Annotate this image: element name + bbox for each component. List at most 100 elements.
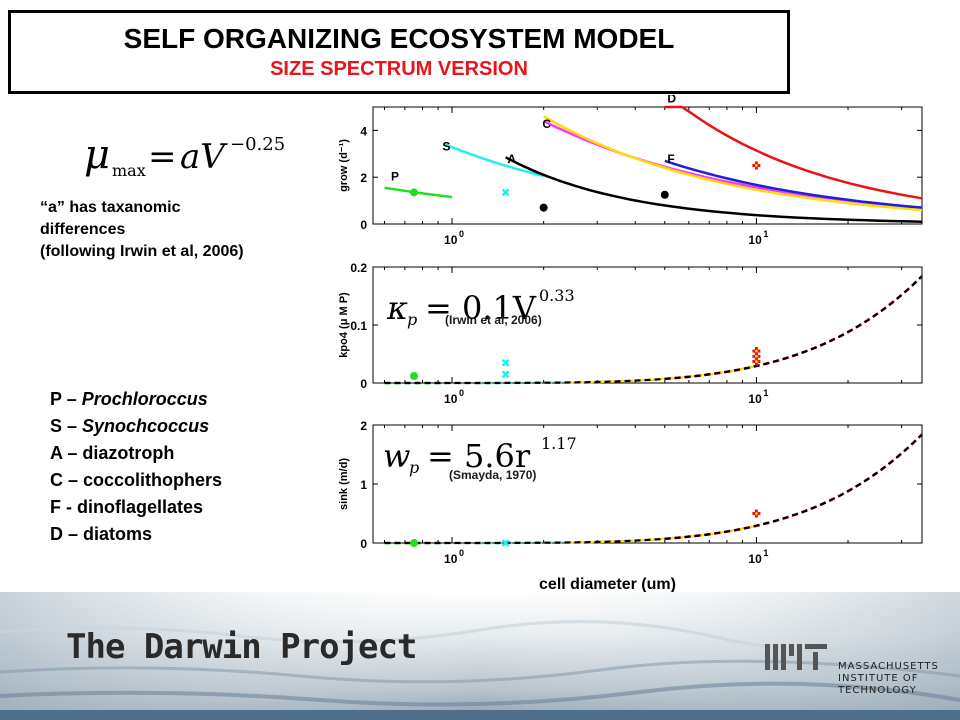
series-line-A <box>505 156 923 223</box>
data-point <box>409 539 418 547</box>
data-point-center <box>755 354 758 358</box>
data-point-center <box>755 349 758 353</box>
svg-text:μ: μ <box>84 132 110 178</box>
mit-logo <box>765 644 827 670</box>
species-item-p: P – Prochloroccus <box>50 386 222 413</box>
x-tick-exponent: 1 <box>763 388 768 398</box>
y-tick-label: 1 <box>360 478 367 492</box>
mit-wordmark: MASSACHUSETTS INSTITUTE OF TECHNOLOGY <box>838 661 939 697</box>
curve-label-a: A <box>507 152 516 166</box>
species-sep: – <box>61 389 82 409</box>
x-tick-exponent: 0 <box>459 388 464 398</box>
plot-frame <box>372 106 923 225</box>
curve-segment <box>476 541 568 545</box>
species-name: Prochloroccus <box>81 389 208 409</box>
species-name: coccolithophers <box>83 470 223 490</box>
x-tick-label: 10 <box>444 233 458 247</box>
project-title: The Darwin Project <box>66 627 417 667</box>
mit-line: MASSACHUSETTS <box>838 661 939 672</box>
fit-curve <box>384 275 923 385</box>
equation-reference: (Smayda, 1970) <box>449 468 536 482</box>
series-line-F <box>664 159 923 209</box>
mit-line: TECHNOLOGY <box>838 685 917 696</box>
data-point <box>539 203 548 212</box>
y-tick-label: 0.2 <box>350 261 367 275</box>
x-tick-label: 10 <box>444 392 458 406</box>
svg-text:aV: aV <box>180 137 228 177</box>
y-tick-label: 2 <box>360 419 367 433</box>
species-name: Synochcoccus <box>82 416 210 436</box>
y-axis-label: sink (m/d) <box>338 458 350 510</box>
x-tick-label: 10 <box>748 392 762 406</box>
species-code: S <box>50 416 63 436</box>
species-sep: - <box>61 497 77 517</box>
data-point <box>660 190 669 199</box>
data-point <box>409 188 418 197</box>
species-legend: P – Prochloroccus S – Synochcoccus A – dia… <box>50 386 222 548</box>
eq-body: = 5.6r <box>427 437 531 475</box>
curve-label-s: S <box>442 139 450 153</box>
x-tick-label: 10 <box>748 233 762 247</box>
data-point-center <box>755 360 758 363</box>
curve-label-f: F <box>667 152 674 166</box>
y-tick-label: 0 <box>360 537 367 551</box>
species-sep: – <box>62 443 83 463</box>
plot-frame <box>372 266 923 384</box>
species-code: F <box>50 497 61 517</box>
note-line: “a” has taxanomic <box>40 199 181 216</box>
fit-curve <box>384 433 923 545</box>
species-item-f: F - dinoflagellates <box>50 494 222 521</box>
species-sep: – <box>62 416 83 436</box>
x-tick-exponent: 1 <box>763 229 768 239</box>
data-point-center <box>755 164 758 167</box>
series-line-P <box>384 186 453 199</box>
data-point <box>409 372 418 381</box>
data-point-x <box>501 358 510 367</box>
y-tick-label: 0 <box>360 377 367 391</box>
y-tick-label: 2 <box>360 171 367 185</box>
x-tick-exponent: 1 <box>763 548 768 558</box>
data-point-center <box>755 512 758 515</box>
note-line: differences <box>40 221 126 238</box>
slide-title: SELF ORGANIZING ECOSYSTEM MODEL <box>123 23 675 54</box>
growth-equation: μ max = aV −0.25 <box>84 132 285 180</box>
species-item-a: A – diazotroph <box>50 440 222 467</box>
species-name: dinoflagellates <box>77 497 204 517</box>
curve-segment <box>476 381 568 385</box>
eq-subscript: p <box>407 310 417 329</box>
taxonomic-note: “a” has taxanomic differences (following… <box>40 197 330 263</box>
eq-subscript: p <box>409 458 419 477</box>
data-point-x <box>501 188 510 197</box>
curve-label-c: C <box>542 117 551 131</box>
eq-exponent: 1.17 <box>541 434 577 453</box>
species-item-d: D – diatoms <box>50 521 222 548</box>
data-point-x <box>501 370 510 379</box>
species-code: P <box>50 389 62 409</box>
x-tick-exponent: 0 <box>459 548 464 558</box>
eq-symbol: κ <box>386 289 408 327</box>
kappa-equation: κ p = 0.1V 0.33 <box>386 286 575 329</box>
species-item-s: S – Synochcoccus <box>50 413 222 440</box>
data-point-x <box>501 539 510 547</box>
title-box: SELF ORGANIZING ECOSYSTEM MODEL SIZE SPE… <box>8 10 790 94</box>
curve-label-p: P <box>391 170 399 184</box>
species-code: C <box>50 470 63 490</box>
series-line-S <box>444 143 544 178</box>
eq-body: = 0.1V <box>425 289 537 327</box>
slide-subtitle: SIZE SPECTRUM VERSION <box>270 58 528 80</box>
eq-exponent: 0.33 <box>539 286 575 305</box>
svg-text:=: = <box>148 137 177 177</box>
plot-frame <box>372 424 923 544</box>
y-tick-label: 0.1 <box>350 319 367 333</box>
species-sep: – <box>63 470 84 490</box>
charts-area: 0 2 4 10 0 10 1 grow (d⁻¹) P S A C F D 0 0.1 0.2 10 0 10 1 kp… <box>330 91 960 605</box>
x-tick-label: 10 <box>748 552 762 566</box>
species-code: A <box>50 443 63 463</box>
curve-label-d: D <box>667 95 676 105</box>
equation-reference: (Irwin et al, 2006) <box>445 313 542 327</box>
y-axis-label: kpo4 (μ M P) <box>338 292 350 358</box>
species-name: diazotroph <box>82 443 175 463</box>
species-name: diatoms <box>83 524 153 544</box>
